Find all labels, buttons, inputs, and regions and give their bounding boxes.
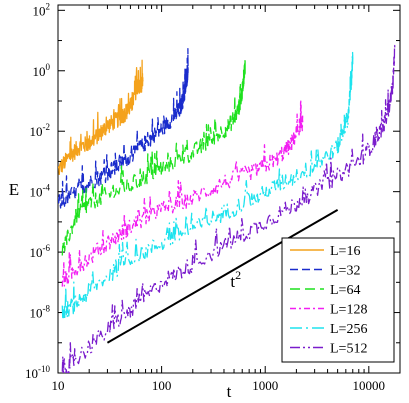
y-tick-label: 10-2 bbox=[30, 122, 51, 139]
legend-box bbox=[281, 237, 395, 363]
legend-label: L=512 bbox=[330, 342, 367, 357]
x-tick-label: 10000 bbox=[353, 378, 386, 393]
y-tick-label: 102 bbox=[33, 1, 51, 18]
series-line-L=16 bbox=[58, 59, 144, 176]
legend-label: L=32 bbox=[330, 264, 360, 279]
y-tick-label: 10-10 bbox=[25, 364, 50, 381]
series-line-L=64 bbox=[61, 59, 246, 256]
legend-label: L=16 bbox=[330, 244, 360, 259]
series-group bbox=[58, 44, 396, 373]
legend: L=16 L=32 L=64 L=128 L=256 L=512 bbox=[281, 237, 395, 363]
legend-label: L=256 bbox=[330, 322, 367, 337]
legend-label: L=128 bbox=[330, 303, 367, 318]
series-line-L=32 bbox=[58, 48, 189, 209]
reference-label: t2 bbox=[230, 268, 241, 291]
x-tick-label: 100 bbox=[152, 378, 172, 393]
x-tick-label: 1000 bbox=[252, 378, 278, 393]
y-tick-label: 10-8 bbox=[30, 304, 51, 321]
series-line-L=512 bbox=[61, 44, 396, 373]
series-line-L=256 bbox=[61, 51, 354, 321]
plot-frame bbox=[57, 4, 401, 374]
y-axis-label: E bbox=[9, 180, 19, 199]
series-line-L=128 bbox=[61, 100, 304, 287]
y-tick-label: 100 bbox=[33, 62, 51, 79]
reference-line bbox=[106, 208, 339, 344]
x-tick-label: 10 bbox=[52, 378, 65, 393]
x-axis-label: t bbox=[227, 382, 232, 401]
legend-label: L=64 bbox=[330, 283, 360, 298]
y-tick-label: 10-6 bbox=[30, 243, 51, 260]
y-tick-label: 10-4 bbox=[30, 183, 51, 200]
